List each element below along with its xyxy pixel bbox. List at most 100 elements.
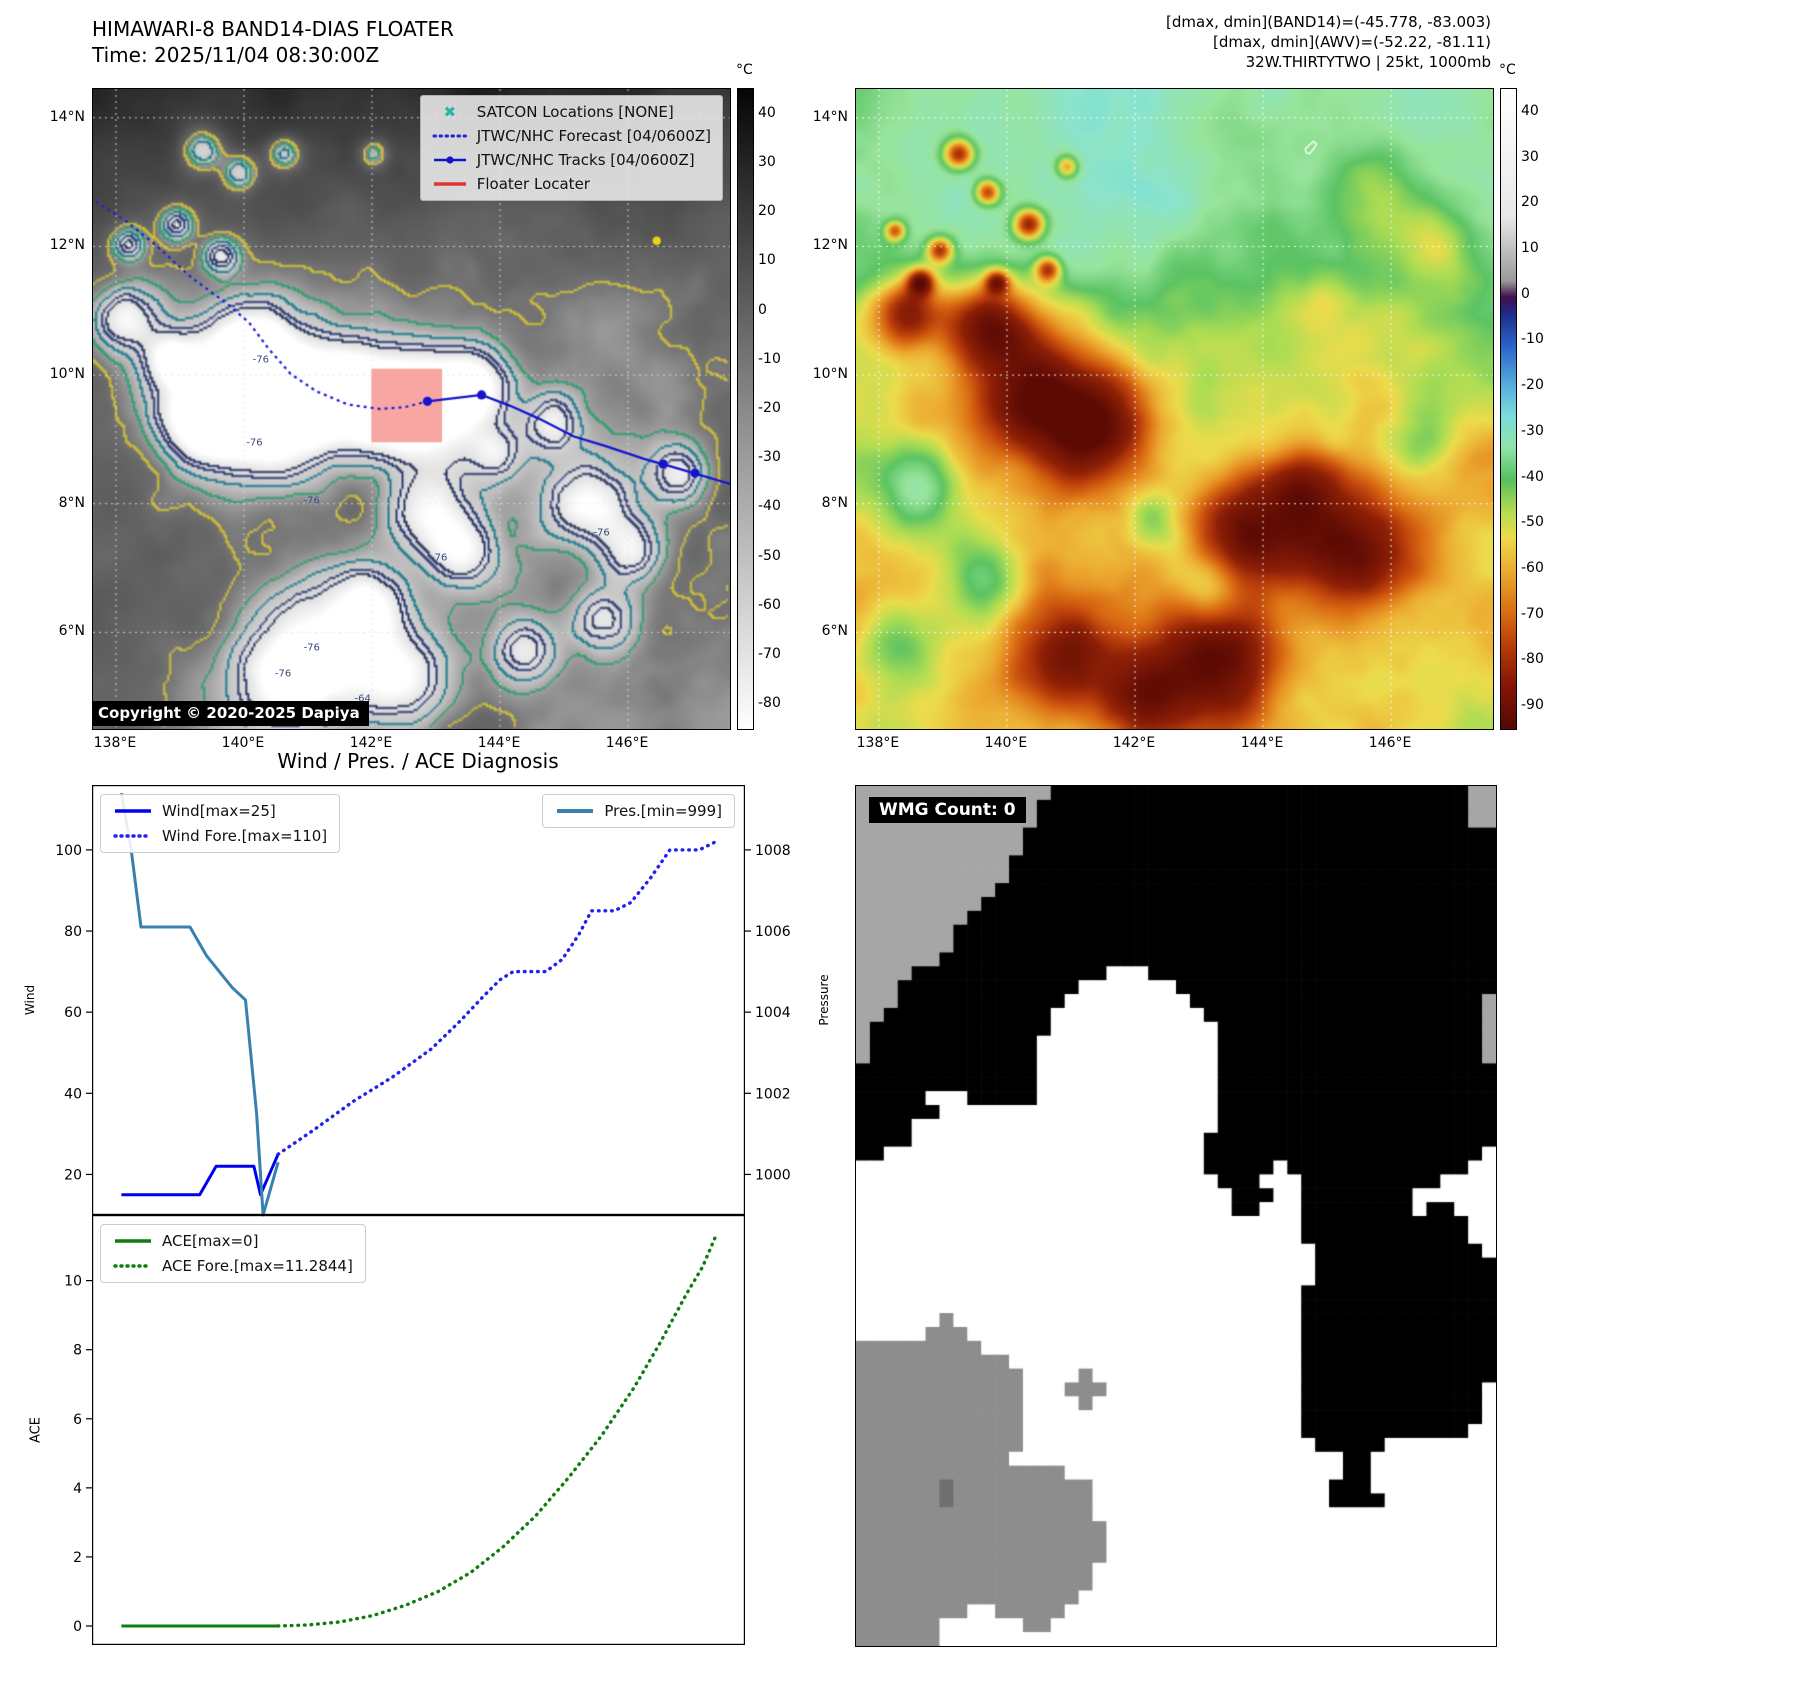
band14-x-tick-label: 142°E	[349, 735, 393, 751]
awv-y-tick-label: 14°N	[812, 108, 848, 125]
wind-line-icon	[115, 809, 151, 813]
contour-label: -64	[354, 693, 371, 705]
awv-colorbar	[1500, 88, 1517, 730]
svg-text:1004: 1004	[755, 1005, 791, 1021]
band14-colorbar-tick-label: -50	[758, 547, 781, 564]
satcon-x-marker-icon: ✖	[443, 103, 457, 121]
band14-x-tick-label: 146°E	[605, 735, 649, 751]
band14-colorbar-tick-label: 20	[758, 203, 776, 220]
legend-row-satcon: ✖ SATCON Locations [NONE]	[432, 103, 711, 121]
svg-text:1008: 1008	[755, 843, 791, 859]
pressure-line-icon	[557, 809, 594, 813]
svg-text:1000: 1000	[755, 1167, 791, 1183]
wind-axis-label: Wind	[23, 984, 37, 1016]
band14-y-tick-label: 10°N	[49, 366, 85, 383]
legend-row-forecast: JTWC/NHC Forecast [04/0600Z]	[432, 127, 711, 145]
legend-row-floater: Floater Locater	[432, 175, 711, 193]
svg-text:20: 20	[64, 1167, 82, 1183]
awv-x-tick-label: 146°E	[1368, 735, 1412, 751]
copyright-label: Copyright © 2020-2025 Dapiya	[93, 701, 369, 726]
awv-y-tick-label: 10°N	[812, 366, 848, 383]
ace-chart: 0 2 4 6 8 10	[64, 1215, 745, 1645]
awv-x-tick-label: 144°E	[1240, 735, 1284, 751]
svg-text:4: 4	[73, 1481, 82, 1497]
band14-x-tick-label: 138°E	[93, 735, 137, 751]
legend-tracks-label: JTWC/NHC Tracks [04/0600Z]	[476, 151, 695, 169]
legend-row-ace: ACE[max=0]	[113, 1232, 353, 1250]
awv-satellite-map	[855, 88, 1494, 730]
band14-y-tick-label: 6°N	[58, 623, 85, 640]
legend-row-pressure: Pres.[min=999]	[555, 802, 722, 820]
ace-fore-dotted-line-icon	[113, 1264, 153, 1268]
legend-row-wind: Wind[max=25]	[113, 802, 327, 820]
legend-satcon-label: SATCON Locations [NONE]	[476, 103, 674, 121]
svg-text:100: 100	[55, 843, 82, 859]
contour-label: -76	[303, 495, 320, 507]
awv-colorbar-tick-label: -40	[1521, 468, 1544, 485]
pressure-axis-label: Pressure	[817, 974, 831, 1026]
awv-y-tick-label: 6°N	[821, 623, 848, 640]
band14-subtitle: Time: 2025/11/04 08:30:00Z	[92, 43, 380, 67]
band14-y-tick-label: 12°N	[49, 237, 85, 254]
band14-y-tick-label: 14°N	[49, 108, 85, 125]
awv-colorbar-tick-label: 10	[1521, 240, 1539, 256]
awv-colorbar-tick-label: -20	[1521, 377, 1544, 394]
awv-colorbar-tick-label: 40	[1521, 102, 1539, 119]
wind-legend: Wind[max=25] Wind Fore.[max=110]	[100, 794, 341, 853]
awv-colorbar-tick-label: 0	[1521, 285, 1530, 302]
svg-text:1002: 1002	[755, 1086, 791, 1102]
svg-text:10: 10	[64, 1274, 82, 1290]
contour-label: -76	[593, 527, 610, 539]
band14-colorbar-unit: °C	[736, 62, 753, 78]
wind-fore-dotted-line-icon	[113, 834, 153, 838]
awv-colorbar-tick-label: -50	[1521, 514, 1544, 531]
contour-label: -76	[252, 354, 269, 366]
svg-text:8: 8	[73, 1343, 82, 1359]
contour-label: -76	[303, 642, 320, 654]
legend-pressure-label: Pres.[min=999]	[604, 802, 722, 820]
awv-colorbar-tick-label: -60	[1521, 560, 1544, 576]
band14-colorbar-tick-label: 30	[758, 153, 776, 170]
svg-text:60: 60	[64, 1005, 82, 1021]
band14-x-tick-label: 144°E	[477, 735, 521, 751]
forecast-dotted-line-icon	[432, 134, 468, 138]
svg-text:0: 0	[73, 1619, 82, 1635]
band14-colorbar-tick-label: -60	[758, 596, 781, 613]
awv-y-tick-label: 12°N	[812, 237, 848, 254]
legend-row-tracks: JTWC/NHC Tracks [04/0600Z]	[432, 151, 711, 169]
contour-label: -76	[430, 552, 448, 564]
legend-row-ace-fore: ACE Fore.[max=11.2844]	[113, 1257, 353, 1275]
legend-forecast-label: JTWC/NHC Forecast [04/0600Z]	[476, 127, 711, 145]
band14-colorbar-tick-label: 0	[758, 301, 767, 318]
legend-row-wind-fore: Wind Fore.[max=110]	[113, 827, 327, 845]
svg-text:40: 40	[64, 1086, 82, 1102]
band14-colorbar-tick-label: -80	[758, 695, 781, 712]
wmg-mask-image	[855, 785, 1497, 1647]
legend-floater-label: Floater Locater	[476, 175, 590, 193]
awv-colorbar-tick-label: -70	[1521, 605, 1544, 622]
band14-colorbar	[737, 88, 754, 730]
legend-ace-label: ACE[max=0]	[162, 1232, 259, 1250]
awv-x-tick-label: 140°E	[984, 735, 1028, 751]
pressure-legend: Pres.[min=999]	[542, 794, 735, 828]
contour-label: -76	[246, 437, 263, 449]
wmg-count-label: WMG Count: 0	[869, 797, 1026, 823]
tracks-line-dot-icon	[433, 156, 466, 164]
ace-axis-label: ACE	[28, 1417, 44, 1443]
awv-colorbar-tick-label: -30	[1521, 422, 1544, 439]
svg-text:6: 6	[73, 1412, 82, 1428]
band14-colorbar-tick-label: -70	[758, 646, 781, 663]
svg-text:80: 80	[64, 924, 82, 940]
dmax-dmin-awv-label: [dmax, dmin](AWV)=(-52.22, -81.11)	[1212, 33, 1491, 51]
legend-wind-label: Wind[max=25]	[162, 802, 276, 820]
band14-colorbar-tick-label: -30	[758, 449, 781, 466]
band14-y-tick-label: 8°N	[58, 494, 85, 511]
awv-colorbar-tick-label: 30	[1521, 148, 1539, 165]
band14-colorbar-tick-label: 10	[758, 252, 776, 269]
legend-ace-fore-label: ACE Fore.[max=11.2844]	[162, 1257, 353, 1275]
awv-colorbar-unit: °C	[1499, 62, 1516, 78]
band14-colorbar-tick-label: 40	[758, 104, 776, 121]
awv-colorbar-tick-label: -90	[1521, 697, 1544, 714]
band14-x-tick-label: 140°E	[221, 735, 265, 751]
dmax-dmin-band14-label: [dmax, dmin](BAND14)=(-45.778, -83.003)	[1166, 13, 1491, 31]
